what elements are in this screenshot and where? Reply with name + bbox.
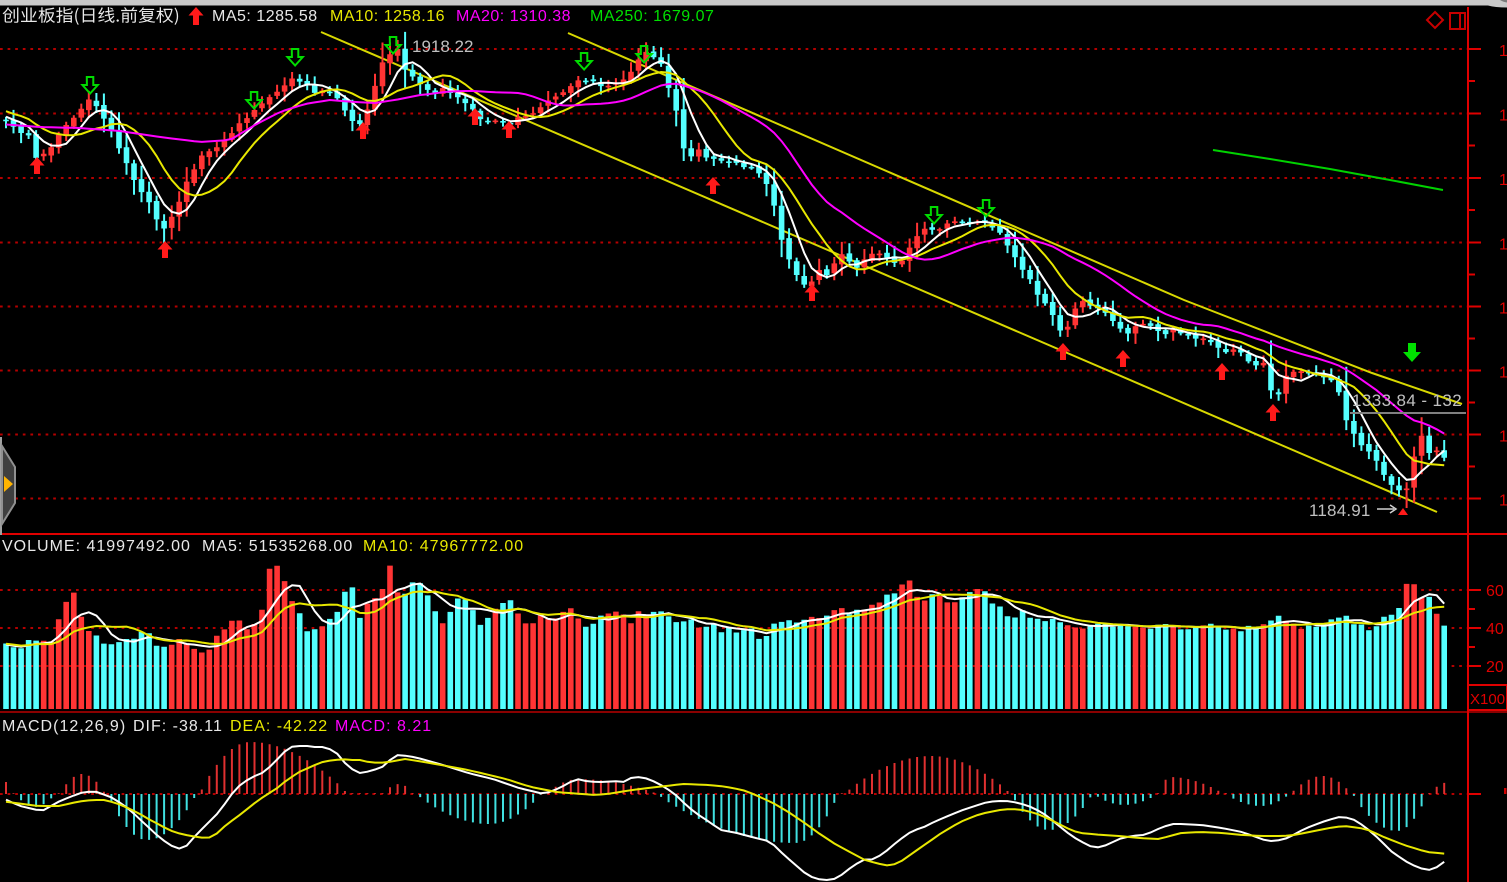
- svg-text:40: 40: [1486, 621, 1504, 638]
- svg-text:1184.91: 1184.91: [1309, 501, 1371, 520]
- svg-text:1: 1: [1499, 429, 1507, 446]
- svg-text:1: 1: [1499, 301, 1507, 318]
- svg-text:MACD: 8.21: MACD: 8.21: [335, 718, 432, 735]
- svg-text:60: 60: [1486, 583, 1504, 600]
- svg-text:MA250: 1679.07: MA250: 1679.07: [590, 8, 714, 25]
- svg-text:MACD(12,26,9): MACD(12,26,9): [2, 718, 126, 735]
- svg-text:1918.22: 1918.22: [412, 37, 473, 56]
- svg-text:MA10: 47967772.00: MA10: 47967772.00: [363, 538, 524, 555]
- svg-text:DIF: -38.11: DIF: -38.11: [133, 718, 223, 735]
- svg-text:1333.84 - 132: 1333.84 - 132: [1352, 391, 1462, 410]
- svg-text:1: 1: [1499, 172, 1507, 189]
- svg-text:DEA: -42.22: DEA: -42.22: [230, 718, 328, 735]
- svg-text:MA20: 1310.38: MA20: 1310.38: [456, 8, 571, 25]
- svg-text:MA5: 1285.58: MA5: 1285.58: [212, 8, 318, 25]
- svg-text:VOLUME: 41997492.00: VOLUME: 41997492.00: [2, 538, 191, 555]
- svg-text:MA5: 51535268.00: MA5: 51535268.00: [202, 538, 353, 555]
- svg-text:20: 20: [1486, 659, 1504, 676]
- svg-text:1: 1: [1499, 237, 1507, 254]
- svg-text:1: 1: [1499, 365, 1507, 382]
- svg-text:1: 1: [1499, 108, 1507, 125]
- svg-text:1: 1: [1499, 493, 1507, 510]
- svg-text:MA10: 1258.16: MA10: 1258.16: [330, 8, 445, 25]
- svg-text:X100: X100: [1470, 691, 1505, 708]
- svg-text:1: 1: [1499, 43, 1507, 60]
